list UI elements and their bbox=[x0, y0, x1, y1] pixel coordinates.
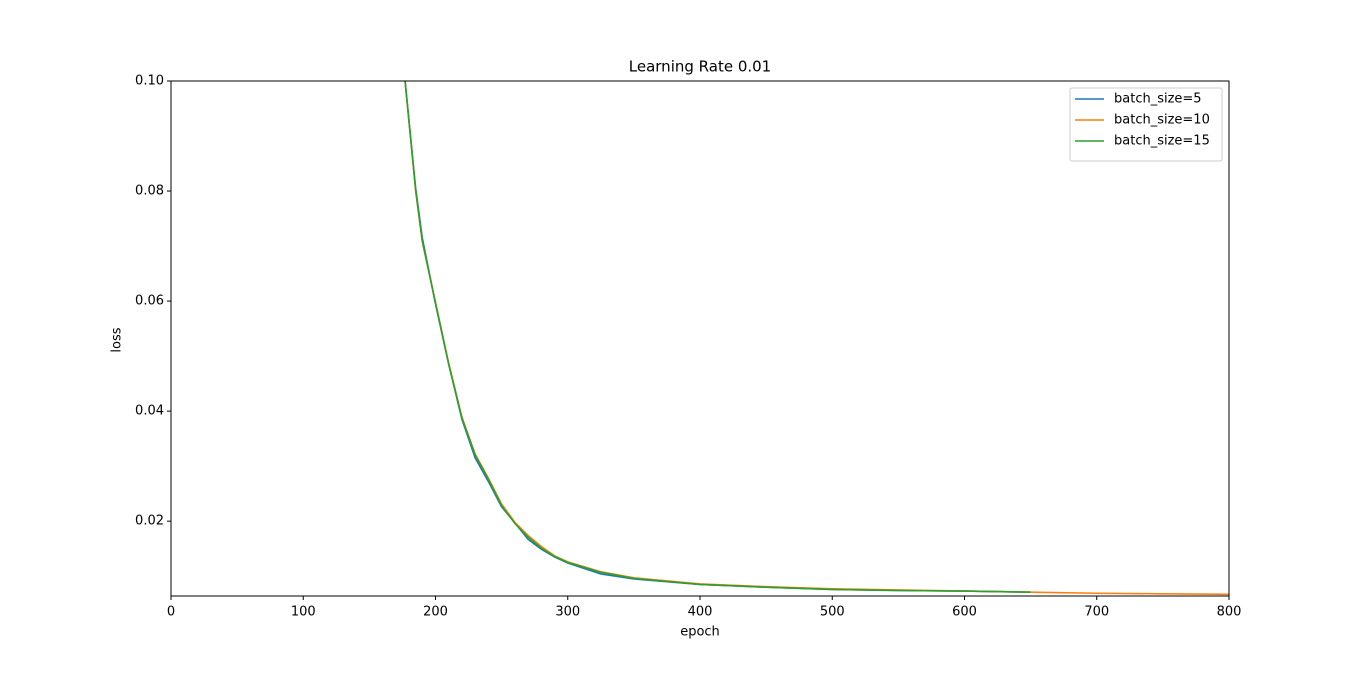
y-tick-label: 0.06 bbox=[135, 294, 164, 309]
series-line bbox=[404, 81, 1031, 593]
legend-label: batch_size=5 bbox=[1114, 92, 1202, 107]
plot-lines bbox=[404, 81, 1229, 596]
legend-label: batch_size=10 bbox=[1114, 113, 1210, 128]
chart-title: Learning Rate 0.01 bbox=[629, 58, 771, 76]
x-axis-label: epoch bbox=[680, 625, 720, 640]
x-tick-label: 700 bbox=[1084, 605, 1109, 620]
legend-box bbox=[1069, 87, 1223, 162]
y-tick-label: 0.08 bbox=[135, 184, 164, 199]
x-tick-label: 300 bbox=[555, 605, 580, 620]
x-tick-label: 800 bbox=[1217, 605, 1242, 620]
y-tick-label: 0.02 bbox=[135, 514, 164, 529]
x-tick-label: 500 bbox=[820, 605, 845, 620]
y-axis-label: loss bbox=[110, 327, 125, 352]
x-tick-label: 600 bbox=[952, 605, 977, 620]
plot-frame bbox=[170, 80, 1230, 597]
x-tick-label: 0 bbox=[167, 605, 175, 620]
legend-label: batch_size=15 bbox=[1114, 134, 1210, 149]
y-tick-label: 0.04 bbox=[135, 404, 164, 419]
x-tick-label: 400 bbox=[688, 605, 713, 620]
x-tick-label: 100 bbox=[291, 605, 316, 620]
y-tick-label: 0.10 bbox=[135, 74, 164, 89]
x-tick-label: 200 bbox=[423, 605, 448, 620]
